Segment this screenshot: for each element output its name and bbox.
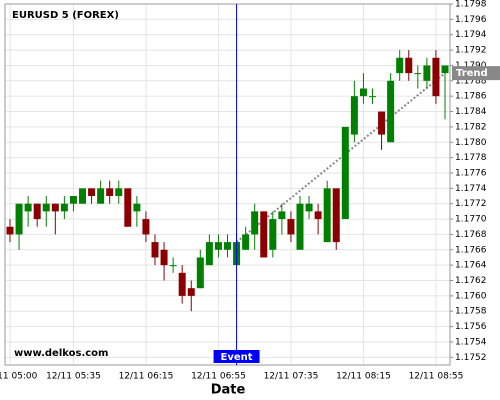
candle-body bbox=[378, 111, 386, 135]
candle-body bbox=[196, 257, 204, 289]
candle-body bbox=[60, 203, 68, 212]
candle-body bbox=[151, 242, 159, 258]
y-tick-label: 1.1788 bbox=[455, 76, 487, 86]
candle-body bbox=[69, 196, 77, 204]
y-tick-label: 1.1752 bbox=[455, 353, 487, 363]
y-tick-label: 1.1756 bbox=[455, 322, 487, 332]
candle-body bbox=[124, 188, 132, 227]
candle-body bbox=[6, 226, 14, 235]
y-tick-label: 1.1790 bbox=[455, 61, 487, 71]
y-tick-label: 1.1784 bbox=[455, 107, 487, 117]
candle-body bbox=[423, 65, 431, 81]
chart-title: EURUSD 5 (FOREX) bbox=[12, 10, 119, 21]
candle-body bbox=[169, 265, 177, 267]
candle-body bbox=[205, 242, 213, 266]
candle-body bbox=[79, 188, 86, 204]
candle-body bbox=[133, 203, 141, 212]
candle-body bbox=[24, 203, 32, 212]
candle-body bbox=[33, 203, 41, 220]
candle-body bbox=[160, 249, 168, 266]
candle-body bbox=[314, 211, 322, 220]
y-tick-label: 1.1796 bbox=[455, 15, 487, 25]
x-tick-label: 12/11 08:15 bbox=[336, 372, 391, 382]
candle-body bbox=[359, 88, 367, 97]
candle-body bbox=[405, 57, 413, 74]
y-tick-label: 1.1774 bbox=[455, 184, 487, 194]
y-tick-label: 1.1760 bbox=[455, 291, 487, 301]
trend-label-box bbox=[452, 66, 500, 81]
y-tick-label: 1.1794 bbox=[455, 30, 487, 40]
y-tick-label: 1.1786 bbox=[455, 92, 487, 102]
y-tick-label: 1.1770 bbox=[455, 215, 487, 225]
y-tick-label: 1.1758 bbox=[455, 307, 487, 317]
candle-body bbox=[251, 211, 259, 235]
candle-body bbox=[142, 219, 150, 235]
y-tick-label: 1.1782 bbox=[455, 122, 487, 132]
candle-body bbox=[15, 203, 23, 235]
x-tick-label: 12/11 07:35 bbox=[264, 372, 319, 382]
candle-body bbox=[278, 211, 286, 220]
candle-body bbox=[387, 80, 395, 143]
candle-body bbox=[214, 242, 222, 250]
candle-body bbox=[42, 203, 50, 212]
candle-body bbox=[350, 96, 358, 135]
candle-body bbox=[97, 188, 105, 204]
candle-body bbox=[242, 234, 250, 250]
candle-body bbox=[269, 219, 277, 250]
y-tick-label: 1.1780 bbox=[455, 138, 487, 148]
candle-body bbox=[432, 57, 440, 97]
trend-line bbox=[235, 72, 446, 243]
x-axis-label: Date bbox=[211, 383, 246, 398]
candle-body bbox=[224, 242, 231, 250]
event-label-box bbox=[213, 350, 260, 363]
candle-body bbox=[305, 203, 313, 212]
trend-label: Trend bbox=[456, 68, 488, 79]
plot-border bbox=[4, 3, 451, 366]
y-tick-label: 1.1792 bbox=[455, 46, 487, 56]
candle-body bbox=[332, 188, 340, 243]
y-tick-label: 1.1764 bbox=[455, 261, 487, 271]
event-label: Event bbox=[221, 352, 253, 363]
candle-body bbox=[396, 57, 404, 74]
candle-body bbox=[115, 188, 123, 197]
y-tick-label: 1.1798 bbox=[455, 0, 487, 10]
y-tick-label: 1.1772 bbox=[455, 199, 487, 209]
watermark: www.delkos.com bbox=[14, 348, 108, 359]
candle-body bbox=[106, 188, 114, 197]
candle-body bbox=[441, 65, 449, 74]
candle-body bbox=[178, 272, 186, 296]
x-tick-label: 12/11 06:55 bbox=[191, 372, 246, 382]
candle-body bbox=[341, 126, 349, 220]
candle-body bbox=[51, 203, 59, 212]
y-tick-label: 1.1766 bbox=[455, 245, 487, 255]
candle-body bbox=[369, 96, 376, 98]
x-tick-label: 12/11 08:55 bbox=[409, 372, 464, 382]
candle-body bbox=[323, 188, 331, 243]
y-tick-label: 1.1762 bbox=[455, 276, 487, 286]
y-tick-label: 1.1778 bbox=[455, 153, 487, 163]
candle-body bbox=[187, 288, 195, 296]
x-tick-label: 12/11 05:35 bbox=[46, 372, 101, 382]
candle-body bbox=[88, 188, 96, 197]
candle-body bbox=[296, 203, 304, 250]
y-tick-label: 1.1776 bbox=[455, 168, 487, 178]
x-tick-label: 12/11 05:00 bbox=[0, 372, 38, 382]
candle-body bbox=[414, 73, 422, 75]
candle-body bbox=[260, 211, 268, 258]
y-tick-label: 1.1768 bbox=[455, 230, 487, 240]
x-tick-label: 12/11 06:15 bbox=[119, 372, 174, 382]
y-tick-label: 1.1754 bbox=[455, 337, 487, 347]
candle-body bbox=[287, 219, 295, 235]
